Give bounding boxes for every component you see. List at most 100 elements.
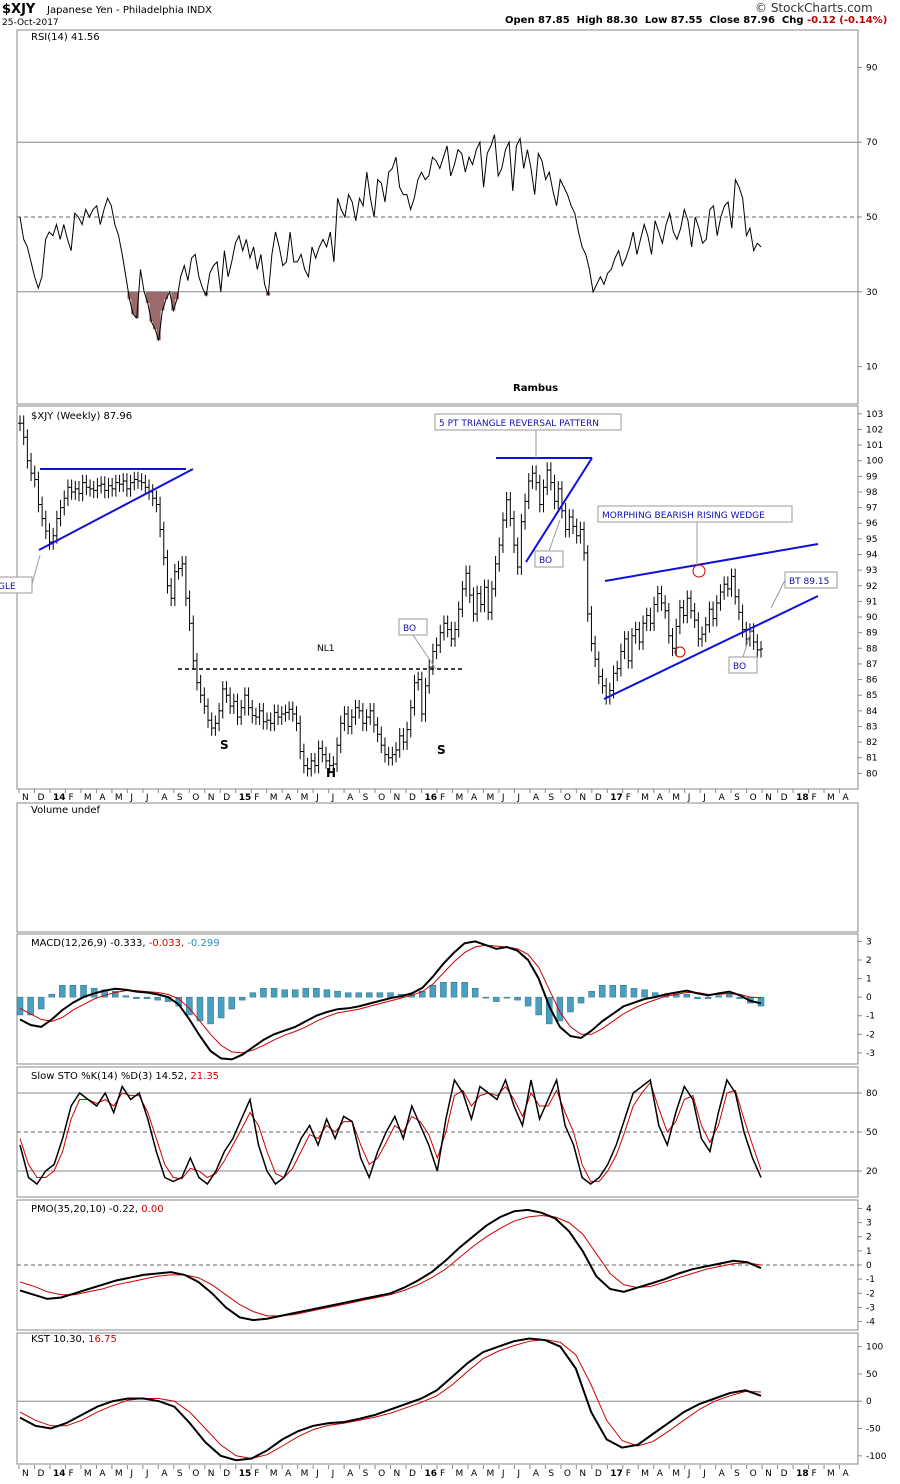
- top-x-label: D: [37, 793, 44, 803]
- macd-title-hist: -0.299: [184, 938, 219, 949]
- macd-histogram-bar: [630, 987, 638, 998]
- macd-histogram-bar: [27, 996, 34, 1016]
- top-x-label: A: [719, 793, 726, 803]
- macd-histogram-bar: [249, 992, 257, 998]
- top-x-label: A: [161, 793, 168, 803]
- macd-panel-frame: [16, 933, 859, 1065]
- macd-histogram-bar: [323, 989, 331, 998]
- price-tick-label: 103: [866, 410, 883, 420]
- macd-histogram-bar: [493, 996, 500, 1002]
- price-tick-label: 85: [866, 691, 877, 701]
- triangle-bottom-line: [38, 468, 194, 551]
- top-x-label: O: [564, 793, 571, 803]
- rsi-line: [19, 134, 762, 341]
- bottom-x-label: J: [145, 1469, 149, 1479]
- bottom-x-label: S: [734, 1469, 740, 1479]
- high-label: High: [576, 15, 603, 26]
- bottom-x-label: A: [657, 1469, 664, 1479]
- macd-histogram-bar: [503, 996, 511, 999]
- bottom-x-label: A: [285, 1469, 292, 1479]
- macd-histogram-bar: [313, 987, 320, 998]
- macd-histogram-bar: [598, 985, 606, 998]
- macd-histogram-bar: [228, 996, 235, 1010]
- rsi-tick-label: 30: [866, 288, 878, 298]
- top-x-label: M: [455, 793, 463, 803]
- pmo-title-main: PMO(35,20,10) -0.22,: [31, 1204, 138, 1215]
- pmo-signal-line: [19, 1214, 762, 1317]
- bottom-x-label: F: [254, 1469, 259, 1479]
- macd-histogram-bar: [450, 982, 458, 998]
- price-tick-label: 88: [866, 644, 878, 654]
- bottom-x-label: J: [702, 1469, 706, 1479]
- macd-histogram-bar: [577, 996, 585, 1004]
- annotation-bo-neckline-leader: [412, 634, 437, 670]
- bottom-x-label: 15: [239, 1469, 252, 1479]
- volume-title: Volume undef: [31, 805, 101, 816]
- top-x-label: O: [192, 793, 199, 803]
- macd-tick-label: -3: [866, 1049, 875, 1059]
- annotation-bt: BT 89.15: [789, 577, 829, 587]
- wedge-touch-circle: [674, 646, 686, 658]
- top-x-label: J: [315, 793, 319, 803]
- annotation-triangle-reversal-box: [434, 413, 622, 431]
- price-tick-label: 96: [866, 519, 878, 529]
- top-x-label: F: [68, 793, 73, 803]
- price-tick-label: 84: [866, 707, 878, 717]
- bottom-x-label: 17: [610, 1469, 623, 1479]
- sto-k-line: [19, 1077, 762, 1186]
- top-x-label: M: [270, 793, 278, 803]
- bottom-x-label: N: [765, 1469, 772, 1479]
- bottom-x-label: F: [626, 1469, 631, 1479]
- rsi-title: RSI(14) 41.56: [31, 32, 100, 43]
- macd-histogram-bar: [154, 996, 161, 1001]
- pmo-tick-label: 3: [866, 1219, 872, 1229]
- top-x-label: N: [394, 793, 401, 803]
- chart-header: $XJY Japanese Yen - Philadelphia INDX 25…: [0, 0, 900, 30]
- price-panel-frame: [16, 405, 859, 790]
- kst-title-main: KST 10.30,: [31, 1334, 85, 1345]
- low-label: Low: [644, 15, 668, 26]
- price-tick-label: 93: [866, 566, 877, 576]
- macd-histogram-bar: [440, 982, 447, 998]
- top-x-label: F: [254, 793, 259, 803]
- rsi-tick-label: 50: [866, 213, 878, 223]
- macd-histogram-bar: [715, 995, 722, 998]
- annotation-triangle-reversal: 5 PT TRIANGLE REVERSAL PATTERN: [439, 419, 599, 429]
- rsi-tick-label: 10: [866, 363, 878, 373]
- macd-histogram-bar: [387, 992, 394, 998]
- macd-histogram-bar: [588, 990, 595, 998]
- macd-histogram-bar: [291, 989, 299, 998]
- bottom-x-label: O: [750, 1469, 757, 1479]
- bottom-x-label: M: [270, 1469, 278, 1479]
- pmo-tick-label: -4: [866, 1318, 875, 1328]
- bottom-x-label: M: [301, 1469, 309, 1479]
- macd-tick-label: 1: [866, 975, 872, 985]
- high-value: 88.30: [606, 15, 638, 26]
- annotation-nl1: NL1: [317, 644, 334, 654]
- kst-title-signal: 16.75: [85, 1334, 117, 1345]
- bottom-x-label: N: [579, 1469, 586, 1479]
- macd-histogram-bar: [59, 985, 66, 998]
- annotation-head: H: [326, 766, 336, 780]
- bottom-x-label: A: [99, 1469, 106, 1479]
- bottom-x-label: M: [115, 1469, 123, 1479]
- top-x-label: J: [687, 793, 691, 803]
- macd-histogram-bar: [620, 985, 627, 998]
- chg-label: Chg: [781, 15, 804, 26]
- macd-histogram-bar: [471, 987, 479, 998]
- price-tick-label: 81: [866, 754, 877, 764]
- pmo-tick-label: -3: [866, 1303, 875, 1313]
- top-x-label: F: [440, 793, 445, 803]
- top-x-label: O: [378, 793, 385, 803]
- macd-histogram-bar: [429, 985, 437, 998]
- top-x-label: O: [750, 793, 757, 803]
- macd-histogram-bar: [524, 996, 532, 1007]
- macd-tick-label: -2: [866, 1030, 875, 1040]
- kst-line: [19, 1337, 762, 1462]
- kst-title: KST 10.30, 16.75: [31, 1334, 117, 1345]
- macd-histogram-bar: [48, 993, 56, 998]
- description: Japanese Yen - Philadelphia INDX: [47, 5, 212, 16]
- macd-histogram-bar: [556, 996, 564, 1022]
- top-x-label: J: [516, 793, 520, 803]
